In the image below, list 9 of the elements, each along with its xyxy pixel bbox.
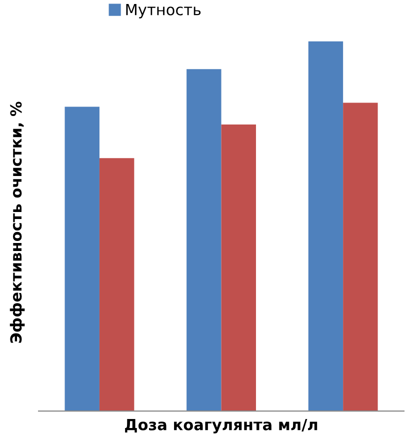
y-axis-title: Эффективность очистки, % xyxy=(10,102,25,343)
bar xyxy=(221,124,256,412)
x-axis-title: Доза коагулянта мл/л xyxy=(125,419,318,434)
bar xyxy=(343,102,378,412)
bar xyxy=(186,69,222,412)
legend-label: Мутность xyxy=(126,4,201,18)
bar xyxy=(99,158,134,412)
bar xyxy=(64,106,100,412)
bar xyxy=(308,41,344,412)
